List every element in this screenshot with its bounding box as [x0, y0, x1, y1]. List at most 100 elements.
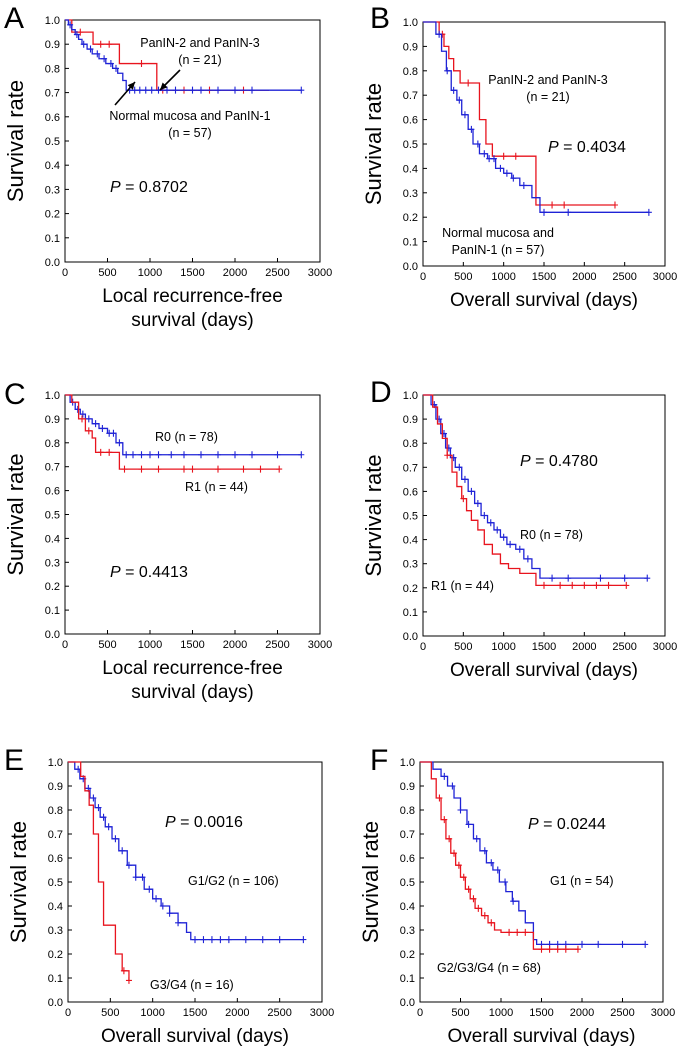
y-tick-label: 0.2 — [45, 581, 60, 593]
x-tick-label: 2500 — [610, 1007, 634, 1019]
censor-mark — [494, 866, 501, 874]
censor-mark — [139, 873, 146, 881]
censor-mark — [449, 782, 456, 790]
p-value: P = 0.4034 — [548, 139, 626, 156]
censor-mark — [87, 45, 94, 53]
p-value: P = 0.0016 — [165, 814, 243, 831]
series-line-1 — [423, 21, 615, 206]
censor-mark — [474, 499, 481, 507]
y-tick-label: 0.3 — [403, 559, 418, 571]
censor-mark — [621, 574, 628, 582]
censor-mark — [595, 940, 602, 948]
y-tick-label: 0.9 — [403, 41, 418, 53]
y-tick-label: 0.3 — [400, 925, 415, 937]
y-tick-label: 0.5 — [403, 139, 418, 151]
arrow-head — [127, 82, 135, 90]
y-tick-label: 0.1 — [400, 973, 415, 985]
censor-mark — [166, 909, 173, 917]
panel-letter: F — [370, 744, 388, 777]
panel-letter: A — [4, 2, 24, 35]
censor-mark — [99, 424, 106, 432]
x-tick-label: 1000 — [140, 1007, 164, 1019]
censor-mark — [642, 940, 649, 948]
censor-mark — [465, 820, 472, 828]
censor-mark — [198, 451, 204, 459]
censor-mark — [97, 448, 104, 456]
censor-mark — [73, 31, 80, 39]
x-tick-label: 2500 — [265, 267, 289, 279]
censor-mark — [249, 451, 255, 459]
censor-mark — [451, 849, 458, 857]
censor-mark — [522, 928, 529, 936]
censor-mark — [579, 940, 585, 948]
censor-mark — [113, 64, 119, 72]
x-tick-label: 3000 — [653, 271, 677, 283]
censor-mark — [597, 574, 604, 582]
series-line-1 — [65, 19, 269, 91]
y-tick-label: 0.1 — [403, 607, 418, 619]
censor-mark — [101, 55, 108, 63]
y-tick-label: 0.3 — [48, 925, 63, 937]
censor-mark — [110, 429, 117, 437]
x-tick-label: 2500 — [267, 1007, 291, 1019]
y-tick-label: 0.7 — [403, 462, 418, 474]
censor-mark — [155, 465, 162, 473]
series-annotation: (n = 21) — [178, 53, 221, 67]
p-value: P = 0.4780 — [520, 453, 598, 470]
y-tick-label: 0.7 — [45, 462, 60, 474]
y-tick-label: 0.0 — [48, 997, 63, 1009]
censor-mark — [450, 86, 457, 94]
y-tick-label: 0.0 — [45, 629, 60, 641]
y-tick-label: 0.5 — [400, 877, 415, 889]
censor-mark — [147, 451, 153, 459]
censor-mark — [512, 152, 519, 160]
censor-mark — [500, 533, 507, 541]
censor-mark — [507, 540, 514, 548]
censor-mark — [181, 451, 187, 459]
x-tick-label: 1000 — [491, 271, 515, 283]
x-tick-label: 0 — [420, 641, 426, 653]
censor-mark — [90, 794, 97, 802]
censor-mark — [565, 208, 572, 216]
y-tick-label: 0.4 — [403, 535, 418, 547]
x-axis-label: Overall survival (days) — [448, 1026, 636, 1047]
y-tick-label: 0.6 — [48, 853, 63, 865]
censor-mark — [168, 451, 175, 459]
censor-mark — [136, 86, 143, 94]
censor-mark — [524, 555, 531, 563]
censor-mark — [138, 451, 145, 459]
plot-frame — [422, 394, 666, 637]
y-tick-label: 0.0 — [400, 997, 415, 1009]
x-tick-label: 500 — [451, 1007, 469, 1019]
censor-mark — [300, 936, 307, 944]
y-tick-label: 0.4 — [403, 163, 418, 175]
series-line-1 — [420, 761, 646, 946]
censor-mark — [554, 945, 561, 953]
x-tick-label: 1000 — [491, 641, 515, 653]
censor-mark — [461, 111, 468, 119]
censor-mark — [461, 475, 468, 483]
censor-mark — [605, 581, 612, 589]
censor-mark — [488, 859, 495, 867]
x-tick-label: 0 — [62, 639, 68, 651]
censor-mark — [146, 885, 153, 893]
censor-mark — [474, 140, 481, 148]
censor-mark — [116, 439, 123, 447]
x-tick-label: 3000 — [653, 641, 677, 653]
series-annotation: (n = 21) — [526, 90, 569, 104]
y-tick-label: 0.9 — [45, 39, 60, 51]
censor-mark — [95, 804, 102, 812]
y-tick-label: 0.3 — [403, 188, 418, 200]
censor-mark — [468, 125, 475, 133]
y-tick-label: 0.7 — [403, 90, 418, 102]
x-tick-label: 2500 — [612, 641, 636, 653]
y-tick-label: 0.8 — [45, 438, 60, 450]
y-axis-label: Survival rate — [361, 454, 386, 576]
x-axis-label: Local recurrence-free — [102, 658, 283, 679]
censor-mark — [611, 201, 618, 209]
y-tick-label: 0.6 — [45, 486, 60, 498]
series-line-2 — [423, 394, 627, 587]
x-tick-label: 0 — [65, 1007, 71, 1019]
censor-mark — [623, 581, 630, 589]
y-tick-label: 0.8 — [48, 805, 63, 817]
